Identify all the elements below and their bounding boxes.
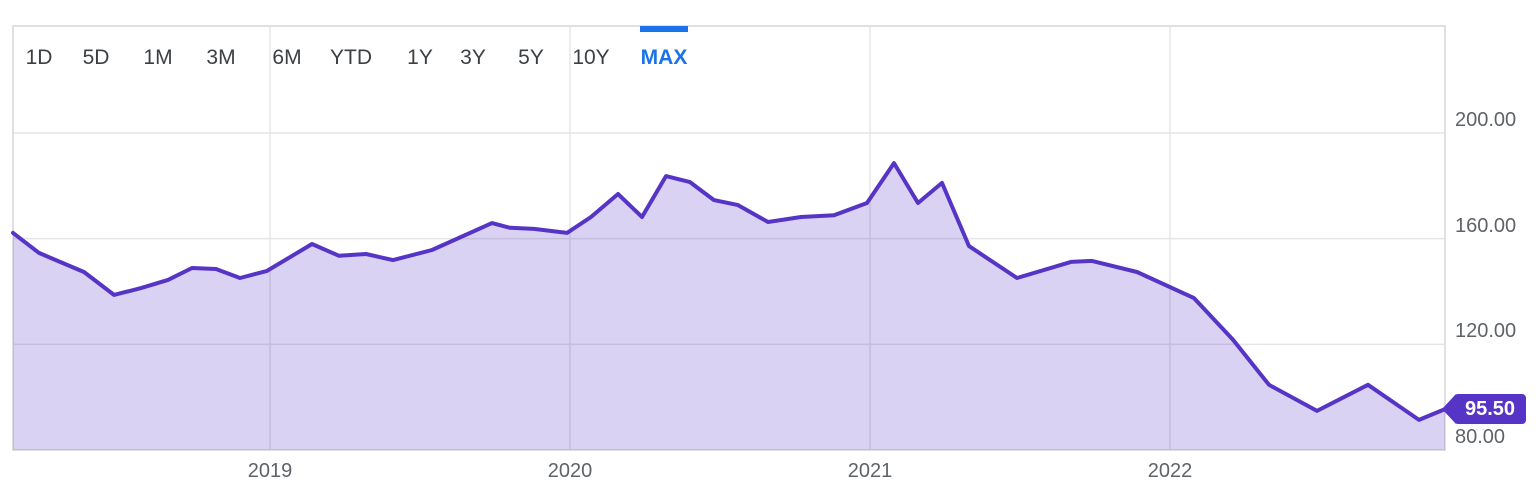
y-axis-label: 120.00 <box>1455 320 1517 343</box>
tab-5y[interactable]: 5Y <box>518 46 544 69</box>
last-price-badge: 95.50 <box>1442 394 1527 425</box>
tab-3m[interactable]: 3M <box>206 46 236 69</box>
tab-10y[interactable]: 10Y <box>572 46 610 69</box>
y-axis-label: 80.00 <box>1455 426 1506 448</box>
y-axis-label: 160.00 <box>1455 214 1517 237</box>
tab-5d[interactable]: 5D <box>82 46 110 69</box>
price-area-fill <box>13 163 1445 450</box>
tab-ytd[interactable]: YTD <box>330 46 372 69</box>
last-price-value: 95.50 <box>1454 394 1527 425</box>
tab-1m[interactable]: 1M <box>143 46 173 69</box>
tab-1y[interactable]: 1Y <box>407 46 433 69</box>
y-axis-label: 200.00 <box>1455 109 1517 131</box>
tab-1d[interactable]: 1D <box>25 46 53 69</box>
tab-6m[interactable]: 6M <box>272 46 302 69</box>
tab-max[interactable]: MAX <box>640 46 688 69</box>
x-axis-label: 2019 <box>247 460 293 482</box>
x-axis-label: 2022 <box>1147 460 1193 482</box>
x-axis-label: 2020 <box>547 460 593 482</box>
price-line <box>11 161 1447 422</box>
x-axis-label: 2021 <box>847 460 893 482</box>
tab-3y[interactable]: 3Y <box>460 46 486 69</box>
badge-arrow-icon <box>1442 394 1456 425</box>
active-tab-indicator <box>640 26 688 32</box>
